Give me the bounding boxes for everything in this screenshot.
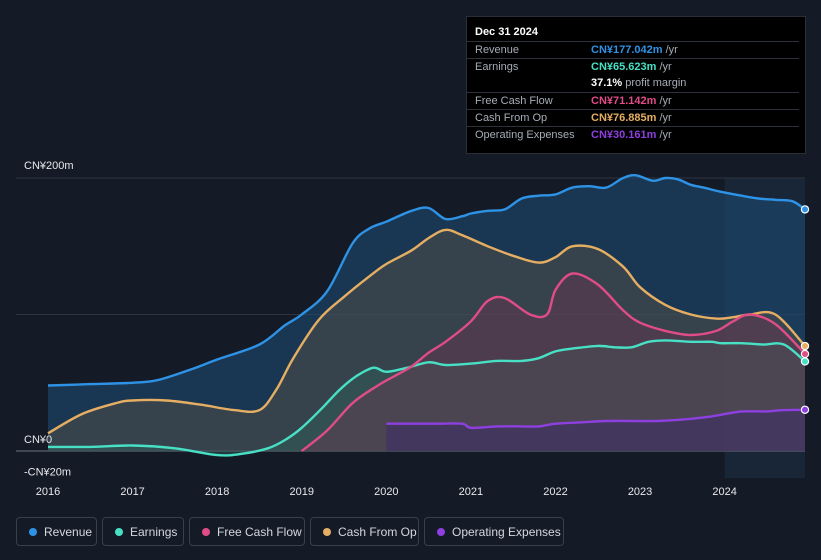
legend-item-earnings[interactable]: Earnings <box>102 517 184 546</box>
tooltip-value: CN¥30.161m /yr <box>591 129 672 141</box>
end-point-earnings <box>800 357 810 366</box>
tooltip-row-profit-margin: 37.1% profit margin <box>467 75 799 92</box>
end-point-revenue <box>800 205 810 214</box>
line-earnings <box>47 339 806 457</box>
legend-dot-icon <box>323 528 331 536</box>
area-cfo <box>48 229 805 451</box>
legend-label: Operating Expenses <box>452 525 561 539</box>
tooltip-value: 37.1% profit margin <box>591 77 687 89</box>
tooltip-row-cash-from-op: Cash From Op CN¥76.885m /yr <box>467 109 799 126</box>
x-axis-tick-label: 2022 <box>543 486 567 498</box>
end-point-fcf <box>800 349 810 359</box>
line-cfo <box>47 228 806 435</box>
x-axis-tick-label: 2016 <box>36 486 60 498</box>
legend-label: Earnings <box>130 525 178 539</box>
legend-label: Free Cash Flow <box>217 525 302 539</box>
area-fcf <box>301 273 805 451</box>
tooltip-row-free-cash-flow: Free Cash Flow CN¥71.142m /yr <box>467 92 799 109</box>
tooltip-value: CN¥177.042m /yr <box>591 44 678 56</box>
tooltip-label: Earnings <box>475 61 519 73</box>
x-axis-tick-label: 2023 <box>628 486 652 498</box>
line-revenue <box>47 173 806 387</box>
legend-label: Cash From Op <box>338 525 417 539</box>
line-opex <box>386 408 806 430</box>
tooltip-row-operating-expenses: Operating Expenses CN¥30.161m /yr <box>467 126 799 143</box>
y-axis-label: -CN¥20m <box>24 466 71 478</box>
legend-item-cash-from-op[interactable]: Cash From Op <box>310 517 419 546</box>
legend-label: Revenue <box>44 525 93 539</box>
area-revenue <box>48 175 805 452</box>
tooltip-label: Revenue <box>475 44 520 56</box>
tooltip-row-earnings: Earnings CN¥65.623m /yr <box>467 58 799 75</box>
data-tooltip: Dec 31 2024 Revenue CN¥177.042m /yr Earn… <box>466 16 806 154</box>
tooltip-label: Cash From Op <box>475 112 548 124</box>
tooltip-row-revenue: Revenue CN¥177.042m /yr <box>467 41 799 58</box>
tooltip-label: Free Cash Flow <box>475 95 553 107</box>
y-axis-label: CN¥0 <box>24 434 52 446</box>
x-axis-tick-label: 2019 <box>290 486 314 498</box>
x-axis-tick-label: 2017 <box>120 486 144 498</box>
legend-item-revenue[interactable]: Revenue <box>16 517 97 546</box>
x-axis-tick-label: 2020 <box>374 486 398 498</box>
legend-item-operating-expenses[interactable]: Operating Expenses <box>424 517 564 546</box>
area-opex <box>386 409 805 451</box>
tooltip-value: CN¥71.142m /yr <box>591 95 672 107</box>
x-axis-tick-label: 2024 <box>712 486 736 498</box>
end-point-opex <box>800 405 810 414</box>
line-fcf <box>300 272 806 452</box>
tooltip-date: Dec 31 2024 <box>475 26 538 38</box>
x-axis-tick-label: 2021 <box>459 486 483 498</box>
legend-dot-icon <box>437 528 445 536</box>
legend-dot-icon <box>202 528 210 536</box>
legend-dot-icon <box>115 528 123 536</box>
y-axis-label: CN¥200m <box>24 160 74 172</box>
legend-dot-icon <box>29 528 37 536</box>
end-point-cfo <box>800 341 810 351</box>
tooltip-label: Operating Expenses <box>475 129 575 141</box>
tooltip-value: CN¥65.623m /yr <box>591 61 672 73</box>
x-axis-tick-label: 2018 <box>205 486 229 498</box>
legend-item-free-cash-flow[interactable]: Free Cash Flow <box>189 517 305 546</box>
tooltip-value: CN¥76.885m /yr <box>591 112 672 124</box>
